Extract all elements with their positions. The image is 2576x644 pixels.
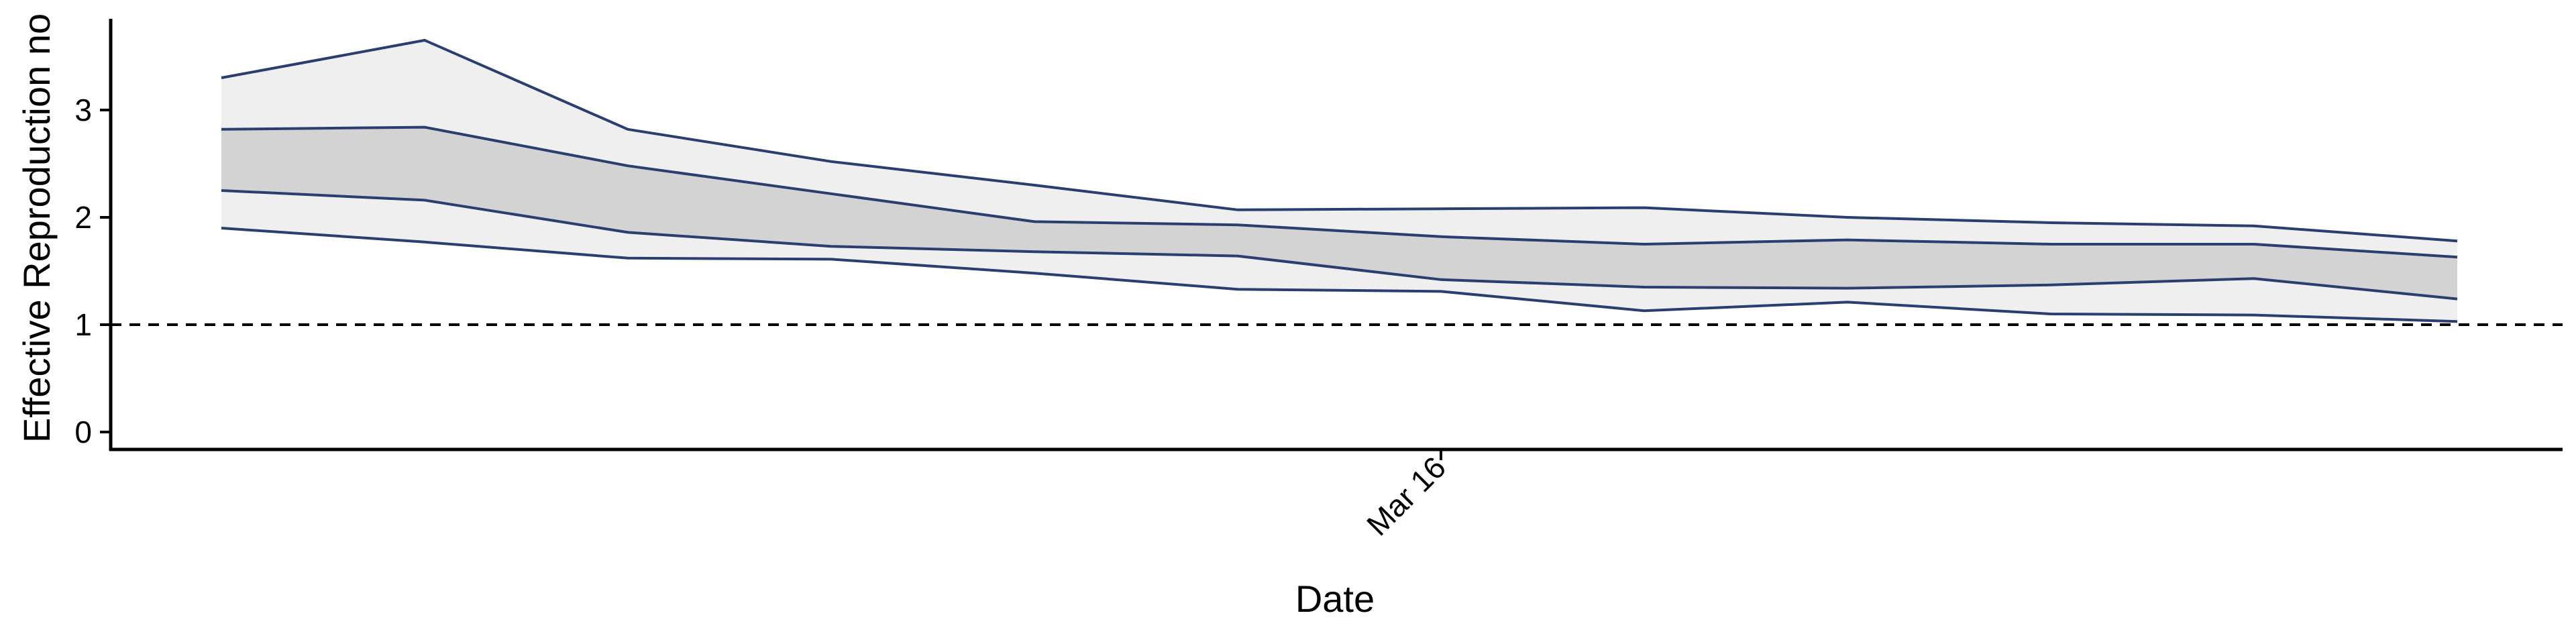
x-axis-ticks: Mar 16: [1360, 449, 1452, 542]
y-axis-ticks: 0 1 2 3: [74, 93, 111, 449]
y-tick-label: 3: [74, 93, 92, 127]
y-tick-label: 1: [74, 307, 92, 342]
band-boundary-lines: [221, 39, 2458, 323]
inner-upper-line: [221, 125, 2458, 259]
x-tick-label: Mar 16: [1360, 449, 1452, 542]
inner-lower-line: [221, 189, 2458, 301]
inner-band-area: [221, 127, 2457, 299]
y-tick-label: 2: [74, 200, 92, 235]
uncertainty-bands: [221, 40, 2457, 322]
outer-lower-line: [221, 227, 2458, 323]
x-axis-label: Date: [1295, 578, 1375, 620]
y-axis-label: Effective Reproduction no: [15, 13, 58, 443]
outer-upper-line: [221, 39, 2458, 243]
y-tick-label: 0: [74, 415, 92, 449]
